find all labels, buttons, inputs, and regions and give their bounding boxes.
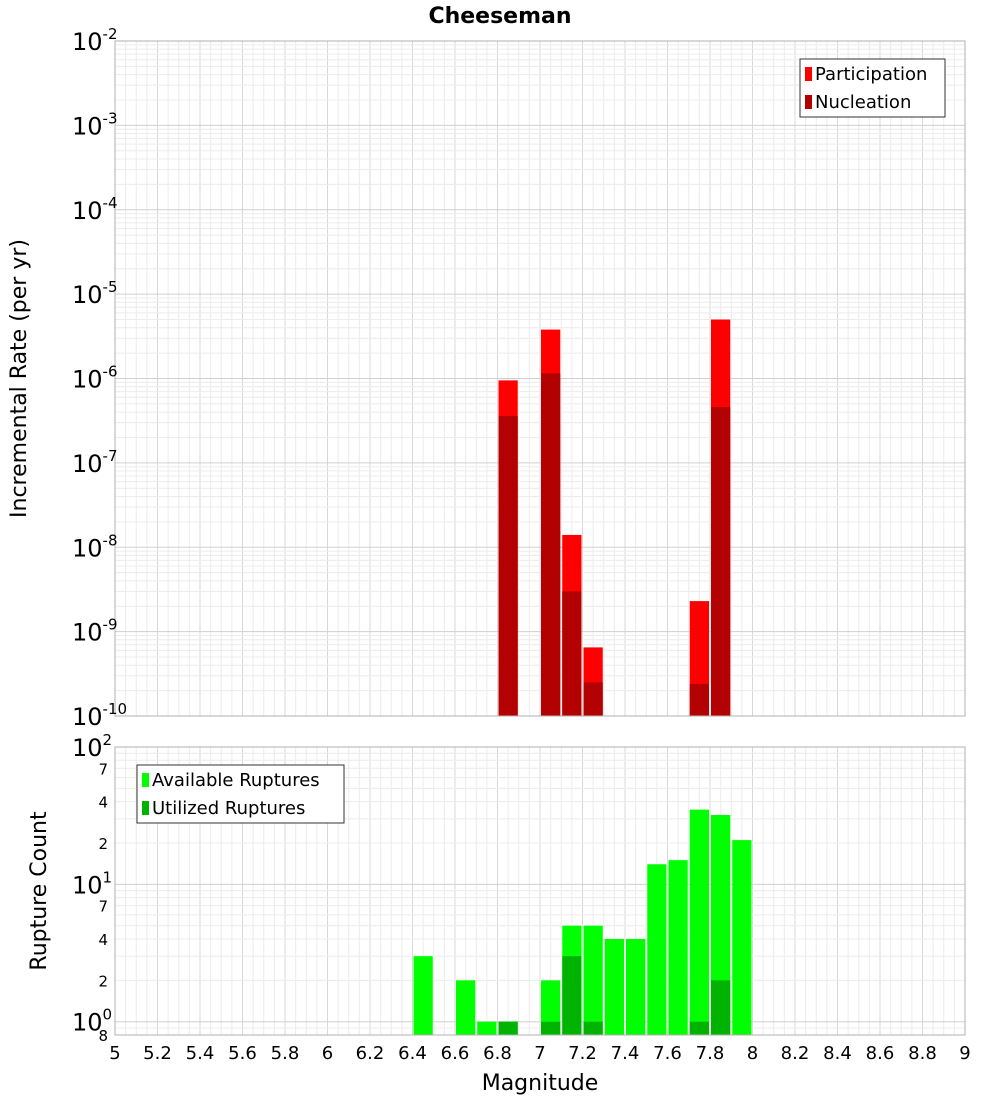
rate-y-tick-label: 10-2 bbox=[72, 25, 118, 56]
count-legend-box bbox=[136, 764, 345, 824]
count-frame bbox=[114, 746, 966, 1036]
count-bar-primary bbox=[711, 814, 731, 1035]
x-axis: 5 5.2 5.4 5.6 5.8 6 6.2 6.4 6.6 6.8 7 7.2 7.4 7.6 7.8 8… bbox=[109, 1043, 970, 1064]
rate-legend-label: Nucleation bbox=[815, 92, 911, 113]
x-tick-label: 6.8 bbox=[483, 1043, 512, 1064]
rate-bar-secondary bbox=[498, 415, 518, 716]
count-bar-secondary bbox=[689, 1021, 709, 1035]
x-tick-label: 7.4 bbox=[611, 1043, 640, 1064]
count-bar-secondary bbox=[498, 1021, 518, 1035]
count-y-tick-label: 8 bbox=[98, 1027, 108, 1045]
count-legend-label: Available Ruptures bbox=[152, 770, 320, 791]
rate-y-tick-label: 10-10 bbox=[72, 700, 127, 731]
x-tick-label: 7 bbox=[534, 1043, 545, 1064]
rate-panel: 10-10 10-9 10-8 10-7 10-6 10-5 10-4 10-3 10-2 Inc… bbox=[7, 25, 966, 731]
count-bar-secondary bbox=[711, 980, 731, 1035]
x-tick-label: 5.8 bbox=[271, 1043, 300, 1064]
count-bar-primary bbox=[689, 809, 709, 1035]
count-legend-swatch bbox=[142, 801, 149, 815]
x-tick-label: 8 bbox=[747, 1043, 758, 1064]
rate-bar-secondary bbox=[689, 683, 709, 716]
rate-frame bbox=[114, 40, 966, 717]
count-bar-secondary bbox=[562, 956, 582, 1035]
x-tick-label: 9 bbox=[959, 1043, 970, 1064]
x-tick-label: 6.2 bbox=[356, 1043, 385, 1064]
rate-legend: Participation Nucleation bbox=[799, 58, 946, 118]
count-bar-primary bbox=[732, 840, 752, 1035]
rate-bar-secondary bbox=[562, 591, 582, 716]
count-bar-primary bbox=[626, 939, 646, 1035]
count-legend: Available Ruptures Utilized Ruptures bbox=[136, 764, 345, 824]
rate-y-tick-label: 10-7 bbox=[72, 447, 118, 478]
rate-y-tick-label: 10-6 bbox=[72, 363, 118, 394]
count-bar-primary bbox=[668, 860, 688, 1035]
x-axis-label: Magnitude bbox=[482, 1071, 599, 1096]
rate-y-tick-label: 10-3 bbox=[72, 109, 118, 140]
count-y-axis-label: Rupture Count bbox=[27, 811, 52, 971]
count-y-tick-label: 101 bbox=[72, 868, 112, 899]
count-y-tick-label: 2 bbox=[98, 835, 108, 853]
x-tick-label: 8.4 bbox=[823, 1043, 852, 1064]
rate-bar-secondary bbox=[583, 682, 603, 716]
rate-y-tick-label: 10-8 bbox=[72, 531, 118, 562]
count-bar-secondary bbox=[541, 1021, 561, 1035]
count-legend-label: Utilized Ruptures bbox=[152, 798, 305, 819]
x-tick-label: 7.6 bbox=[653, 1043, 682, 1064]
x-tick-label: 5 bbox=[109, 1043, 120, 1064]
x-tick-label: 8.2 bbox=[781, 1043, 810, 1064]
count-bar-primary bbox=[413, 956, 433, 1035]
x-tick-label: 8.6 bbox=[866, 1043, 895, 1064]
count-y-tick-label: 4 bbox=[98, 794, 108, 812]
x-tick-label: 5.6 bbox=[228, 1043, 257, 1064]
x-tick-label: 5.4 bbox=[186, 1043, 215, 1064]
count-y-tick-label: 102 bbox=[72, 731, 112, 762]
x-tick-label: 6 bbox=[322, 1043, 333, 1064]
rate-y-tick-label: 10-4 bbox=[72, 194, 118, 225]
count-bar-secondary bbox=[583, 1021, 603, 1035]
x-tick-label: 7.8 bbox=[696, 1043, 725, 1064]
count-y-tick-label: 2 bbox=[98, 972, 108, 990]
rate-legend-box bbox=[799, 58, 946, 118]
rate-y-axis-label: Incremental Rate (per yr) bbox=[7, 239, 32, 518]
chart-title: Cheeseman bbox=[428, 4, 571, 29]
rate-y-tick-label: 10-9 bbox=[72, 616, 118, 647]
count-bar-primary bbox=[541, 980, 561, 1035]
count-y-tick-label: 100 bbox=[72, 1006, 112, 1037]
count-bar-primary bbox=[604, 939, 624, 1035]
rate-legend-label: Participation bbox=[815, 64, 927, 85]
x-tick-label: 8.8 bbox=[908, 1043, 937, 1064]
count-y-tick-label: 7 bbox=[98, 898, 108, 916]
x-tick-label: 6.4 bbox=[398, 1043, 427, 1064]
rate-bar-secondary bbox=[711, 406, 731, 716]
count-bar-primary bbox=[583, 925, 603, 1035]
count-bar-primary bbox=[647, 864, 667, 1035]
count-bar-primary bbox=[456, 980, 476, 1035]
count-legend-swatch bbox=[142, 773, 149, 787]
count-y-tick-label: 4 bbox=[98, 931, 108, 949]
count-bar-primary bbox=[477, 1021, 497, 1035]
rate-bar-secondary bbox=[541, 373, 561, 716]
x-tick-label: 6.6 bbox=[441, 1043, 470, 1064]
rate-y-tick-label: 10-5 bbox=[72, 278, 118, 309]
rate-legend-swatch bbox=[805, 67, 812, 81]
rate-legend-swatch bbox=[805, 95, 812, 109]
count-y-tick-label: 7 bbox=[98, 760, 108, 778]
x-tick-label: 7.2 bbox=[568, 1043, 597, 1064]
x-tick-label: 5.2 bbox=[143, 1043, 172, 1064]
